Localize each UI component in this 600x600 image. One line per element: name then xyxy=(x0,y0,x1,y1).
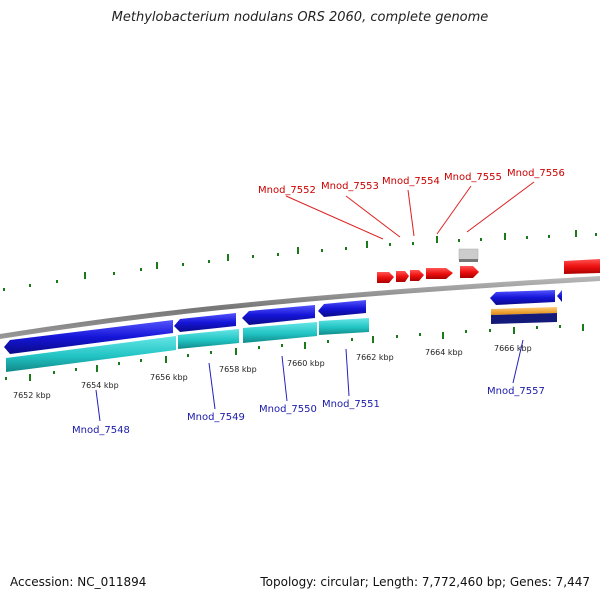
tick-label-7660: 7660 kbp xyxy=(287,359,325,368)
bottom-leader-lines xyxy=(95,339,524,422)
gene-label-mnod-7551[interactable]: Mnod_7551 xyxy=(322,399,380,410)
genome-summary: Topology: circular; Length: 7,772,460 bp… xyxy=(260,575,590,589)
reverse-genes xyxy=(4,290,562,354)
gene-mnod-7551[interactable] xyxy=(318,300,366,317)
gene-mnod-7552[interactable] xyxy=(377,272,394,283)
gene-label-mnod-7556[interactable]: Mnod_7556 xyxy=(507,168,565,179)
gene-label-mnod-7549[interactable]: Mnod_7549 xyxy=(187,412,245,423)
tick-label-7654: 7654 kbp xyxy=(81,381,119,390)
tick-label-7656: 7656 kbp xyxy=(150,373,188,382)
accession-label: Accession: NC_011894 xyxy=(10,575,147,589)
gene-mnod-7554[interactable] xyxy=(410,270,424,281)
gene-mnod-7550[interactable] xyxy=(242,305,315,325)
gene-label-mnod-7550[interactable]: Mnod_7550 xyxy=(259,404,317,415)
misc-feature[interactable] xyxy=(458,248,479,261)
cds-mnod-7557-lower[interactable] xyxy=(491,313,557,324)
gene-label-mnod-7553[interactable]: Mnod_7553 xyxy=(321,181,379,192)
cds-mnod-7551[interactable] xyxy=(319,318,369,335)
gene-mnod-7555[interactable] xyxy=(426,268,453,279)
map-title: Methylobacterium nodulans ORS 2060, comp… xyxy=(111,10,489,25)
cds-mnod-7549[interactable] xyxy=(178,329,239,349)
gene-label-mnod-7552[interactable]: Mnod_7552 xyxy=(258,185,316,196)
tick-label-7662: 7662 kbp xyxy=(356,353,394,362)
tick-label-7666: 7666 kbp xyxy=(494,344,532,353)
gene-mnod-7556[interactable] xyxy=(460,266,479,278)
cds-mnod-7548[interactable] xyxy=(6,336,176,372)
misc-feature-shadow xyxy=(459,259,478,262)
gene-mnod-7557-tip[interactable] xyxy=(557,290,562,302)
gene-mnod-7549[interactable] xyxy=(174,313,236,332)
gene-forward-edge[interactable] xyxy=(564,259,600,274)
gene-label-mnod-7555[interactable]: Mnod_7555 xyxy=(444,172,502,183)
gene-mnod-7553[interactable] xyxy=(396,271,409,282)
cds-features xyxy=(6,307,557,372)
cds-mnod-7557[interactable] xyxy=(491,307,557,315)
cds-mnod-7550[interactable] xyxy=(243,322,317,343)
forward-genes xyxy=(377,259,600,283)
top-leader-lines xyxy=(285,181,535,240)
gene-mnod-7548[interactable] xyxy=(4,320,173,354)
gene-label-mnod-7557[interactable]: Mnod_7557 xyxy=(487,386,545,397)
gene-label-mnod-7548[interactable]: Mnod_7548 xyxy=(72,425,130,436)
tick-label-7658: 7658 kbp xyxy=(219,365,257,374)
gene-mnod-7557[interactable] xyxy=(490,290,555,305)
tick-label-7652: 7652 kbp xyxy=(13,391,51,400)
tick-label-7664: 7664 kbp xyxy=(425,348,463,357)
outer-tick-track xyxy=(3,230,597,291)
inner-tick-track xyxy=(5,324,584,381)
gene-label-mnod-7554[interactable]: Mnod_7554 xyxy=(382,176,440,187)
genome-backbone xyxy=(0,276,600,339)
